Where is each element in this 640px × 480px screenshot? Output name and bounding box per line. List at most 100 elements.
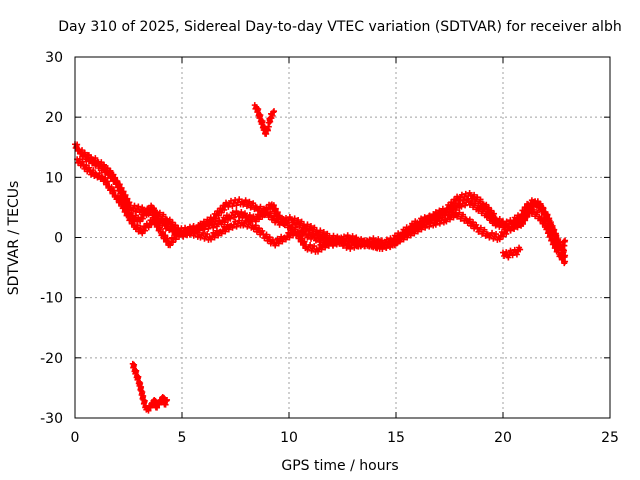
trace-marker (81, 149, 88, 156)
trace-marker (496, 215, 503, 222)
trace-marker (329, 241, 336, 248)
y-axis-label: SDTVAR / TECUs (6, 181, 22, 296)
trace-marker (307, 241, 314, 248)
trace-marker (212, 215, 219, 222)
trace-marker (276, 221, 283, 228)
trace-marker (164, 235, 171, 242)
trace-marker (94, 158, 101, 165)
trace-marker (198, 225, 205, 232)
trace-marker (205, 221, 212, 228)
trace-marker (320, 229, 327, 236)
data-point (562, 258, 569, 265)
trace-marker (503, 230, 510, 237)
trace-marker (379, 245, 386, 252)
trace-marker (279, 238, 286, 245)
trace-marker (299, 235, 306, 242)
trace-marker (111, 187, 118, 194)
data-points (72, 102, 569, 414)
data-point (271, 108, 278, 115)
trace-marker (298, 218, 305, 225)
trace-marker (261, 205, 268, 212)
trace-marker (489, 229, 496, 236)
trace-marker (204, 231, 211, 238)
trace-marker (233, 223, 240, 230)
trace-marker (471, 191, 478, 198)
trace-marker (152, 207, 159, 214)
trace-marker (507, 227, 514, 234)
trace-marker (259, 227, 266, 234)
trace-marker (215, 212, 222, 219)
trace-marker (135, 203, 142, 210)
y-tick-label: 30 (45, 50, 63, 66)
trace-marker (503, 220, 510, 227)
trace-marker (116, 181, 123, 188)
trace-marker (250, 200, 257, 207)
trace-marker (470, 219, 477, 226)
trace-marker (84, 152, 91, 159)
trace-marker (452, 200, 459, 207)
trace-marker (242, 197, 249, 204)
x-tick-label: 10 (280, 430, 298, 446)
y-tick-label: -20 (40, 351, 63, 367)
trace-marker (246, 219, 253, 226)
trace-marker (547, 219, 554, 226)
trace-marker (139, 389, 146, 396)
trace-marker (86, 164, 93, 171)
trace-marker (109, 171, 116, 178)
trace-marker (88, 154, 95, 161)
trace-marker (97, 161, 104, 168)
trace-marker (274, 209, 281, 216)
trace-marker (191, 229, 198, 236)
trace-marker (505, 254, 512, 261)
trace-marker (257, 112, 264, 119)
trace-marker (466, 216, 473, 223)
trace-marker (513, 251, 520, 258)
trace-marker (166, 216, 173, 223)
trace-marker (544, 211, 551, 218)
data-point (517, 246, 524, 253)
trace-marker (434, 213, 441, 220)
trace-marker (540, 204, 547, 211)
y-tick-label: 20 (45, 110, 63, 126)
trace-marker (183, 232, 190, 239)
trace-marker (301, 238, 308, 245)
trace-marker (259, 118, 266, 125)
trace-marker (133, 367, 140, 374)
trace-marker (460, 211, 467, 218)
trace-marker (291, 215, 298, 222)
trace-marker (79, 158, 86, 165)
trace-marker (267, 210, 274, 217)
trace-marker (218, 209, 225, 216)
trace-marker (246, 198, 253, 205)
trace-marker (230, 214, 237, 221)
trace-marker (473, 221, 480, 228)
trace-marker (537, 201, 544, 208)
trace-marker (311, 243, 318, 250)
trace-marker (477, 224, 484, 231)
trace-marker (284, 220, 291, 227)
axis-ticks: 0 5 10 15 20 25 -30 -20 -10 0 10 20 30 (40, 50, 619, 446)
trace-marker (209, 218, 216, 225)
trace-marker (117, 196, 124, 203)
y-tick-label: -30 (40, 411, 63, 427)
trace-marker (155, 220, 162, 227)
trace-marker (387, 244, 394, 251)
trace-marker (127, 214, 134, 221)
trace-marker (458, 203, 465, 210)
x-tick-label: 25 (601, 430, 619, 446)
trace-marker (246, 212, 253, 219)
trace-marker (436, 220, 443, 227)
trace-marker (141, 397, 148, 404)
trace-marker (485, 204, 492, 211)
trace-marker (120, 188, 127, 195)
trace-marker (175, 225, 182, 232)
trace-marker (551, 226, 558, 233)
trace-marker (315, 248, 322, 255)
trace-marker (286, 234, 293, 241)
trace-marker (250, 213, 257, 220)
trace-marker (369, 238, 376, 245)
trace-marker (322, 244, 329, 251)
trace-marker (142, 227, 149, 234)
trace-marker (263, 231, 270, 238)
